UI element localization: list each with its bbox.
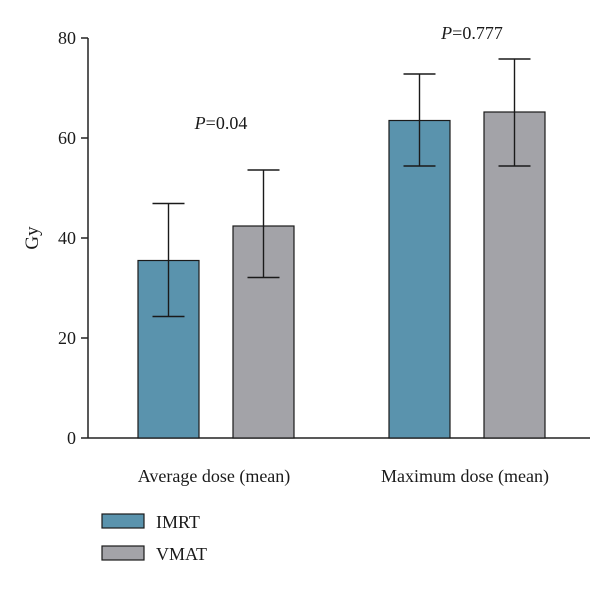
p-value-annotation-1: P=0.777	[440, 23, 503, 43]
y-tick-label-80: 80	[58, 28, 76, 48]
legend-label-vmat: VMAT	[156, 544, 207, 564]
y-tick-label-40: 40	[58, 228, 76, 248]
p-value-text-1: =0.777	[452, 23, 503, 43]
category-label-average-dose: Average dose (mean)	[138, 466, 291, 487]
p-value-prefix-0: P	[194, 113, 206, 133]
y-axis-title: Gy	[22, 226, 43, 250]
legend-label-imrt: IMRT	[156, 512, 200, 532]
p-value-annotation-0: P=0.04	[194, 113, 248, 133]
legend-swatch-vmat	[101, 545, 145, 561]
y-tick-label-0: 0	[67, 428, 76, 448]
legend-swatch-imrt	[101, 513, 145, 529]
bar-vmat-1	[483, 111, 546, 439]
y-tick-label-20: 20	[58, 328, 76, 348]
p-value-prefix-1: P	[440, 23, 452, 43]
legend: IMRT VMAT	[101, 512, 207, 564]
y-tick-label-60: 60	[58, 128, 76, 148]
category-label-maximum-dose: Maximum dose (mean)	[381, 466, 549, 487]
bar-imrt-1	[388, 119, 451, 439]
p-value-text-0: =0.04	[206, 113, 248, 133]
